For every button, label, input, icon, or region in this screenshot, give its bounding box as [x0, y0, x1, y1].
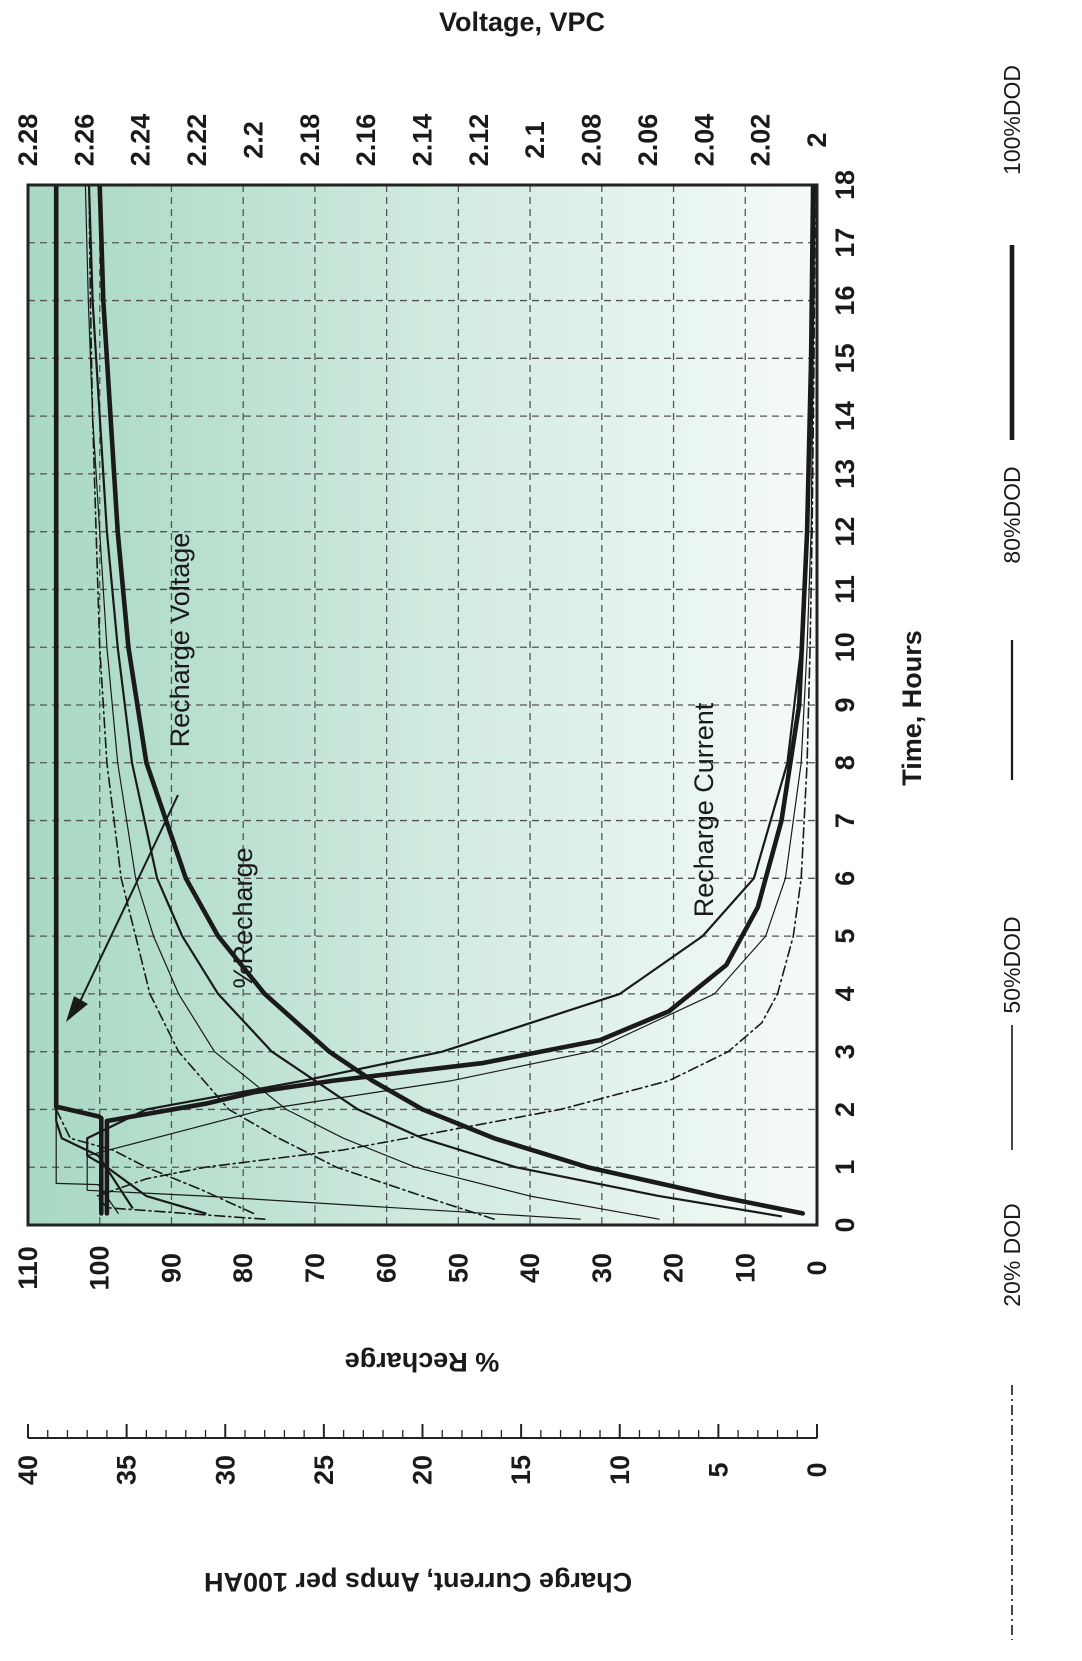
time-tick-label: 13: [830, 459, 860, 489]
recharge-tick-label: 0: [802, 1260, 832, 1275]
series-current-50dod: [86, 185, 816, 1220]
time-tick-label: 12: [830, 517, 860, 547]
voltage-tick-label: 2.28: [13, 114, 43, 167]
voltage-axis-title: Voltage, VPC: [439, 7, 605, 37]
voltage-tick-label: 2.24: [126, 114, 156, 167]
current-axis: [27, 1424, 818, 1439]
voltage-tick-label: 2.06: [633, 114, 663, 167]
recharge-tick-label: 100: [85, 1245, 115, 1290]
recharge-voltage-arrow: [66, 794, 179, 1022]
recharge-tick-label: 70: [300, 1253, 330, 1283]
voltage-tick-label: 2.22: [182, 114, 212, 167]
series-voltage-100dod: [53, 185, 104, 1216]
time-tick-label: 10: [830, 632, 860, 662]
series-recharge-100dod: [97, 185, 806, 1216]
time-tick-label: 1: [830, 1160, 860, 1175]
arrow-head: [66, 996, 88, 1022]
recharge-tick-label: 80: [228, 1253, 258, 1283]
annotation-recharge-voltage: Recharge Voltage: [165, 533, 195, 748]
legend-label-2: 80%DOD: [999, 466, 1025, 563]
recharge-tick-label: 30: [587, 1253, 617, 1283]
time-tick-label: 14: [830, 401, 860, 431]
time-tick-label: 0: [830, 1217, 860, 1232]
current-tick-label: 5: [703, 1462, 733, 1477]
current-axis-title: Charge Current, Amps per 100AH: [204, 1567, 632, 1597]
current-tick-label: 25: [309, 1455, 339, 1485]
recharge-tick-label: 60: [372, 1253, 402, 1283]
recharge-tick-label: 50: [443, 1253, 473, 1283]
recharge-tick-label: 110: [13, 1246, 43, 1290]
voltage-tick-label: 2.26: [69, 114, 99, 167]
voltage-tick-label: 2.04: [689, 114, 719, 167]
voltage-tick-label: 2.18: [295, 114, 325, 167]
current-tick-label: 20: [408, 1455, 438, 1485]
recharge-tick-label: 90: [156, 1253, 186, 1283]
legend-label-1: 50%DOD: [999, 916, 1025, 1013]
recharge-tick-label: 20: [659, 1253, 689, 1283]
voltage-tick-label: 2: [802, 132, 832, 147]
time-tick-label: 5: [830, 929, 860, 944]
time-tick-label: 2: [830, 1102, 860, 1117]
current-tick-label: 0: [802, 1462, 832, 1477]
series-recharge-50dod: [84, 185, 660, 1220]
current-tick-label: 40: [13, 1455, 43, 1485]
series-recharge-80dod: [87, 185, 783, 1218]
legend-label-3: 100%DOD: [999, 65, 1025, 175]
voltage-tick-label: 2.2: [238, 121, 268, 159]
voltage-tick-label: 2.16: [351, 114, 381, 167]
grid: [27, 184, 818, 1226]
time-tick-label: 7: [830, 813, 860, 828]
current-tick-label: 15: [506, 1455, 536, 1485]
time-tick-label: 11: [830, 575, 860, 604]
time-tick-label: 8: [830, 755, 860, 770]
current-tick-label: 10: [605, 1455, 635, 1485]
voltage-tick-label: 2.12: [464, 114, 494, 167]
voltage-tick-label: 2.02: [746, 114, 776, 167]
current-tick-label: 30: [210, 1455, 240, 1485]
plot-background: [28, 185, 817, 1225]
legend: 20% DOD 50%DOD 80%DOD 100%DOD: [999, 65, 1025, 1640]
time-tick-label: 4: [830, 986, 860, 1001]
current-tick-label: 35: [112, 1455, 142, 1485]
time-tick-label: 3: [830, 1044, 860, 1059]
time-tick-label: 15: [830, 343, 860, 373]
time-tick-label: 9: [830, 697, 860, 712]
time-tick-label: 18: [830, 170, 860, 200]
time-tick-label: 17: [830, 228, 860, 258]
time-tick-label: 6: [830, 871, 860, 886]
annotation-recharge-current: Recharge Current: [689, 702, 719, 917]
time-axis-title: Time, Hours: [897, 630, 927, 786]
voltage-tick-label: 2.08: [577, 114, 607, 167]
voltage-tick-label: 2.1: [520, 121, 550, 159]
series-recharge-20dod: [88, 185, 496, 1220]
recharge-axis-title: % Recharge: [345, 1347, 500, 1377]
plot-frame: [26, 183, 819, 1227]
arrow-shaft: [75, 794, 179, 1011]
voltage-tick-label: 2.14: [408, 114, 438, 167]
recharge-tick-label: 40: [515, 1253, 545, 1283]
series-current-100dod: [104, 185, 816, 1216]
series-current-20dod: [96, 185, 816, 1220]
annotation-percent-recharge: %Recharge: [228, 847, 258, 988]
time-tick-label: 16: [830, 286, 860, 316]
recharge-tick-label: 10: [730, 1253, 760, 1283]
legend-label-0: 20% DOD: [999, 1203, 1025, 1307]
series-lines: [53, 185, 816, 1220]
